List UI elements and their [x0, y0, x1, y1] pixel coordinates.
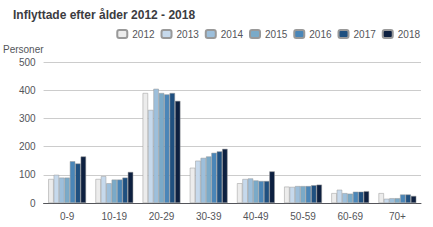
- svg-text:500: 500: [19, 57, 36, 68]
- svg-text:2012: 2012: [132, 29, 155, 40]
- svg-text:400: 400: [19, 85, 36, 96]
- svg-text:Personer: Personer: [3, 44, 44, 55]
- svg-text:2015: 2015: [265, 29, 288, 40]
- svg-text:10-19: 10-19: [102, 211, 128, 222]
- svg-text:2016: 2016: [309, 29, 332, 40]
- svg-text:200: 200: [19, 141, 36, 152]
- svg-text:2014: 2014: [221, 29, 244, 40]
- svg-text:2018: 2018: [398, 29, 421, 40]
- svg-text:70+: 70+: [389, 211, 406, 222]
- svg-text:60-69: 60-69: [337, 211, 363, 222]
- svg-text:40-49: 40-49: [243, 211, 269, 222]
- svg-text:0: 0: [30, 198, 36, 209]
- svg-text:2013: 2013: [177, 29, 200, 40]
- svg-text:Inflyttade efter ålder 2012 -: Inflyttade efter ålder 2012 - 2018: [13, 8, 195, 22]
- svg-text:50-59: 50-59: [290, 211, 316, 222]
- svg-text:20-29: 20-29: [149, 211, 175, 222]
- svg-text:300: 300: [19, 113, 36, 124]
- svg-text:30-39: 30-39: [196, 211, 222, 222]
- svg-text:2017: 2017: [354, 29, 377, 40]
- svg-text:0-9: 0-9: [60, 211, 75, 222]
- svg-text:100: 100: [19, 169, 36, 180]
